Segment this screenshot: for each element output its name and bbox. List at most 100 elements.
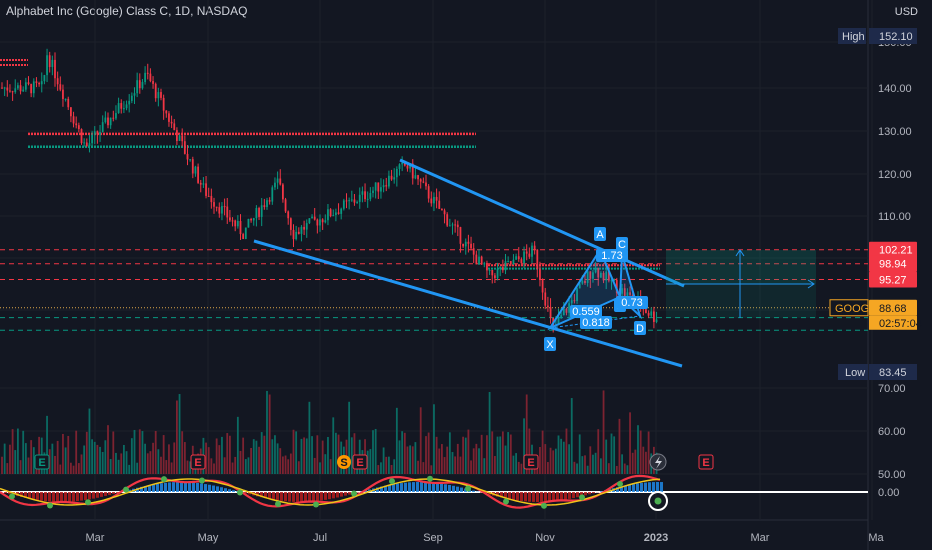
harmonic-point-d-badge[interactable] <box>634 321 646 335</box>
earnings-event-badge[interactable] <box>34 454 50 470</box>
oscillator-histogram-bar <box>384 485 387 492</box>
volume-bar <box>77 463 80 474</box>
split-event-badge[interactable] <box>337 455 351 469</box>
oscillator-histogram-bar <box>504 492 507 499</box>
volume-bar <box>284 455 287 474</box>
volume-bar <box>282 456 284 474</box>
oscillator-cross-dot <box>313 501 319 508</box>
volume-bar <box>388 456 390 474</box>
candle-body <box>507 261 510 263</box>
candle-body <box>517 256 520 260</box>
event-marker-label: E <box>356 457 363 469</box>
time-tick-label: 2023 <box>644 532 668 544</box>
oscillator-histogram-bar <box>432 482 435 492</box>
oscillator-histogram-bar <box>592 492 595 494</box>
candle-body <box>136 80 139 94</box>
harmonic-ratio-label: 0.559 <box>572 306 600 318</box>
oscillator-histogram-bar <box>180 482 183 492</box>
volume-bar <box>645 451 647 474</box>
volume-bar <box>266 390 268 474</box>
earnings-event-badge[interactable] <box>698 454 714 470</box>
harmonic-point-x-badge[interactable] <box>544 337 556 351</box>
oscillator-histogram-bar <box>448 484 451 492</box>
oscillator-histogram-bar <box>216 486 219 492</box>
oscillator-histogram-bar <box>532 492 535 502</box>
channel-upper-line[interactable] <box>399 158 685 288</box>
candle-body <box>202 183 205 185</box>
oscillator-histogram-bar <box>400 483 403 492</box>
candle-body <box>605 271 608 281</box>
volume-bar <box>517 461 520 474</box>
volume-bar <box>186 460 189 474</box>
volume-bar <box>584 455 586 474</box>
level-tag-95-bg <box>869 271 917 288</box>
oscillator-histogram-bar <box>544 492 547 502</box>
position-profit-zone[interactable] <box>666 250 816 284</box>
candle-body <box>441 208 443 211</box>
candle-body <box>570 300 573 304</box>
volume-bar <box>258 446 260 474</box>
volume-bar <box>573 461 576 474</box>
position-entry-zone[interactable] <box>666 284 816 318</box>
candle-body <box>520 259 523 264</box>
candle-body <box>525 251 528 254</box>
candle-body <box>401 162 404 165</box>
harmonic-ratio-label: 1.73 <box>601 250 622 262</box>
candle-body <box>96 131 99 135</box>
candle-body <box>178 135 181 141</box>
volume-bar <box>287 459 290 474</box>
high-label: High <box>842 31 865 43</box>
earnings-event-badge[interactable] <box>523 454 539 470</box>
oscillator-histogram-bar <box>452 485 455 492</box>
last-price-tag: 88.68 <box>879 303 907 315</box>
countdown-bg <box>869 315 917 330</box>
candle-body <box>501 267 504 271</box>
time-tick-label: Mar <box>86 532 105 544</box>
harmonic-point-c-badge[interactable] <box>616 237 628 251</box>
candle-body <box>276 178 279 183</box>
harmonic-xb-line <box>549 296 621 329</box>
volume-bar <box>629 412 631 474</box>
candle-body <box>443 210 446 215</box>
candle-body <box>435 196 438 201</box>
volume-bar <box>592 454 594 474</box>
harmonic-point-a-badge[interactable] <box>594 227 606 241</box>
volume-bar <box>221 436 223 474</box>
oscillator-histogram-bar <box>348 492 351 495</box>
oscillator-histogram-bar <box>588 492 591 495</box>
candle-body <box>213 202 215 207</box>
symbol-tag-bg[interactable] <box>829 299 869 317</box>
candle-body <box>319 219 321 226</box>
volume-bar <box>496 436 499 474</box>
candle-body <box>194 166 197 174</box>
price-tick-label: 70.00 <box>878 383 906 395</box>
volume-bar <box>618 418 621 474</box>
volume-bar <box>83 445 86 474</box>
candle-body <box>316 219 319 226</box>
volume-bar <box>125 451 128 474</box>
volume-bar <box>263 435 266 474</box>
candle-body <box>655 319 658 322</box>
earnings-event-badge[interactable] <box>352 454 368 470</box>
candle-body <box>398 164 401 169</box>
candle-body <box>533 245 536 250</box>
earnings-event-badge[interactable] <box>190 454 206 470</box>
volume-bar <box>48 449 51 474</box>
oscillator-histogram-bar <box>64 492 67 502</box>
candle-body <box>324 220 327 223</box>
oscillator-histogram-bar <box>328 492 331 500</box>
channel-lower-line[interactable] <box>253 239 683 368</box>
volume-bar <box>562 441 565 474</box>
volume-bar <box>475 443 478 474</box>
volume-bar <box>607 463 610 474</box>
harmonic-ratio-badge <box>596 249 628 262</box>
candle-body <box>1 87 3 89</box>
harmonic-point-x: X <box>546 339 554 351</box>
candle-body <box>647 312 650 316</box>
candle-body <box>388 175 390 187</box>
candle-body <box>385 185 388 187</box>
volume-bar <box>544 444 547 474</box>
oscillator-histogram-bar <box>396 483 399 492</box>
chart-title: Alphabet Inc (Google) Class C, 1D, NASDA… <box>6 4 248 18</box>
